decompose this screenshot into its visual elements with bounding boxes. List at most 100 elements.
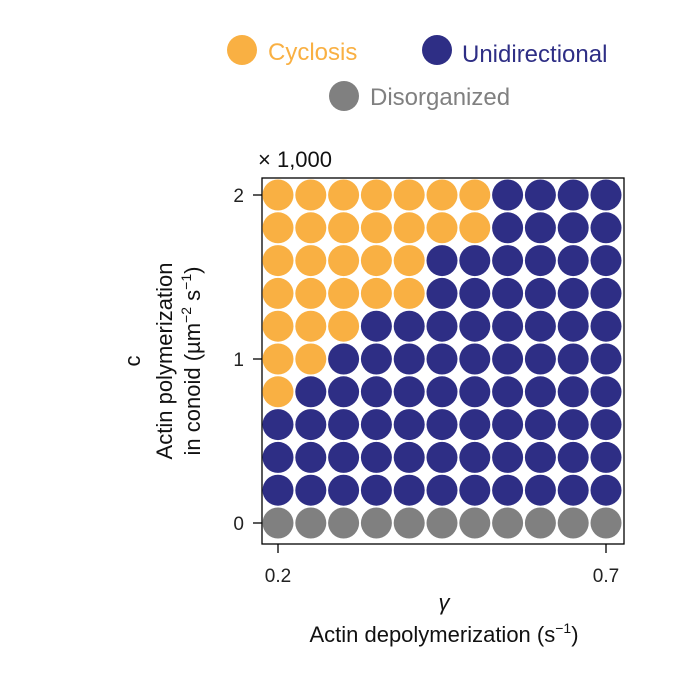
- point-unidirectional-r4-c4: [393, 310, 425, 342]
- point-disorganized-r10-c5: [426, 507, 458, 539]
- legend-label-disorganized: Disorganized: [370, 84, 510, 111]
- point-cyclosis-r1-c0: [262, 212, 294, 244]
- point-unidirectional-r0-c7: [492, 179, 524, 211]
- point-cyclosis-r3-c2: [328, 277, 360, 309]
- point-cyclosis-r6-c0: [262, 376, 294, 408]
- point-cyclosis-r2-c2: [328, 245, 360, 277]
- point-disorganized-r10-c1: [295, 507, 327, 539]
- point-unidirectional-r9-c4: [393, 474, 425, 506]
- point-unidirectional-r5-c3: [360, 343, 392, 375]
- point-unidirectional-r5-c9: [557, 343, 589, 375]
- point-cyclosis-r0-c5: [426, 179, 458, 211]
- point-unidirectional-r8-c9: [557, 441, 589, 473]
- point-unidirectional-r9-c8: [524, 474, 556, 506]
- point-cyclosis-r1-c6: [459, 212, 491, 244]
- point-disorganized-r10-c0: [262, 507, 294, 539]
- point-unidirectional-r9-c9: [557, 474, 589, 506]
- point-unidirectional-r4-c3: [360, 310, 392, 342]
- point-unidirectional-r4-c9: [557, 310, 589, 342]
- point-cyclosis-r5-c1: [295, 343, 327, 375]
- point-unidirectional-r6-c5: [426, 376, 458, 408]
- point-unidirectional-r4-c5: [426, 310, 458, 342]
- point-unidirectional-r6-c8: [524, 376, 556, 408]
- y-tick-label-0: 0: [233, 514, 244, 535]
- point-cyclosis-r3-c3: [360, 277, 392, 309]
- point-unidirectional-r8-c3: [360, 441, 392, 473]
- y-axis-multiplier: × 1,000: [258, 147, 332, 172]
- point-unidirectional-r7-c6: [459, 409, 491, 441]
- point-cyclosis-r1-c2: [328, 212, 360, 244]
- point-unidirectional-r3-c7: [492, 277, 524, 309]
- point-cyclosis-r4-c2: [328, 310, 360, 342]
- point-unidirectional-r1-c8: [524, 212, 556, 244]
- point-unidirectional-r5-c5: [426, 343, 458, 375]
- point-disorganized-r10-c9: [557, 507, 589, 539]
- point-cyclosis-r4-c1: [295, 310, 327, 342]
- point-cyclosis-r0-c3: [360, 179, 392, 211]
- point-unidirectional-r8-c2: [328, 441, 360, 473]
- point-unidirectional-r8-c0: [262, 441, 294, 473]
- point-unidirectional-r1-c10: [590, 212, 622, 244]
- point-cyclosis-r3-c1: [295, 277, 327, 309]
- point-unidirectional-r7-c7: [492, 409, 524, 441]
- point-unidirectional-r2-c7: [492, 245, 524, 277]
- point-unidirectional-r8-c7: [492, 441, 524, 473]
- point-unidirectional-r8-c6: [459, 441, 491, 473]
- point-unidirectional-r2-c5: [426, 245, 458, 277]
- point-cyclosis-r1-c3: [360, 212, 392, 244]
- x-tick-label-0: 0.2: [265, 566, 291, 587]
- legend-swatch-unidirectional: [422, 35, 452, 65]
- point-unidirectional-r9-c6: [459, 474, 491, 506]
- point-unidirectional-r9-c2: [328, 474, 360, 506]
- point-unidirectional-r5-c8: [524, 343, 556, 375]
- point-cyclosis-r1-c1: [295, 212, 327, 244]
- point-unidirectional-r9-c1: [295, 474, 327, 506]
- point-cyclosis-r2-c1: [295, 245, 327, 277]
- point-unidirectional-r5-c6: [459, 343, 491, 375]
- point-unidirectional-r7-c4: [393, 409, 425, 441]
- point-unidirectional-r2-c9: [557, 245, 589, 277]
- point-unidirectional-r6-c9: [557, 376, 589, 408]
- point-cyclosis-r3-c0: [262, 277, 294, 309]
- point-unidirectional-r5-c7: [492, 343, 524, 375]
- point-unidirectional-r4-c7: [492, 310, 524, 342]
- point-unidirectional-r9-c0: [262, 474, 294, 506]
- point-unidirectional-r7-c9: [557, 409, 589, 441]
- point-unidirectional-r3-c10: [590, 277, 622, 309]
- y-axis-label-line1: Actin polymerization: [152, 263, 177, 460]
- point-unidirectional-r1-c7: [492, 212, 524, 244]
- point-cyclosis-r2-c4: [393, 245, 425, 277]
- point-unidirectional-r5-c10: [590, 343, 622, 375]
- point-unidirectional-r6-c2: [328, 376, 360, 408]
- point-unidirectional-r7-c3: [360, 409, 392, 441]
- point-cyclosis-r2-c0: [262, 245, 294, 277]
- point-unidirectional-r9-c5: [426, 474, 458, 506]
- point-cyclosis-r0-c1: [295, 179, 327, 211]
- point-disorganized-r10-c10: [590, 507, 622, 539]
- point-cyclosis-r1-c4: [393, 212, 425, 244]
- point-unidirectional-r7-c1: [295, 409, 327, 441]
- plot-frame: [261, 177, 625, 545]
- point-unidirectional-r6-c7: [492, 376, 524, 408]
- point-unidirectional-r2-c10: [590, 245, 622, 277]
- legend-label-cyclosis: Cyclosis: [268, 39, 357, 66]
- point-unidirectional-r7-c0: [262, 409, 294, 441]
- data-points: [262, 179, 622, 539]
- axis-ticks: 0 1 2 0.2 0.7: [233, 186, 619, 587]
- point-unidirectional-r7-c10: [590, 409, 622, 441]
- point-unidirectional-r7-c2: [328, 409, 360, 441]
- y-axis-label-line2: in conoid (µm−2 s−1): [178, 267, 205, 456]
- point-unidirectional-r9-c7: [492, 474, 524, 506]
- point-unidirectional-r6-c10: [590, 376, 622, 408]
- point-disorganized-r10-c2: [328, 507, 360, 539]
- y-tick-label-1: 1: [233, 350, 244, 371]
- point-unidirectional-r8-c1: [295, 441, 327, 473]
- point-disorganized-r10-c8: [524, 507, 556, 539]
- point-unidirectional-r8-c5: [426, 441, 458, 473]
- point-unidirectional-r6-c3: [360, 376, 392, 408]
- y-tick-label-2: 2: [233, 186, 244, 207]
- point-unidirectional-r4-c8: [524, 310, 556, 342]
- point-unidirectional-r4-c6: [459, 310, 491, 342]
- point-unidirectional-r7-c5: [426, 409, 458, 441]
